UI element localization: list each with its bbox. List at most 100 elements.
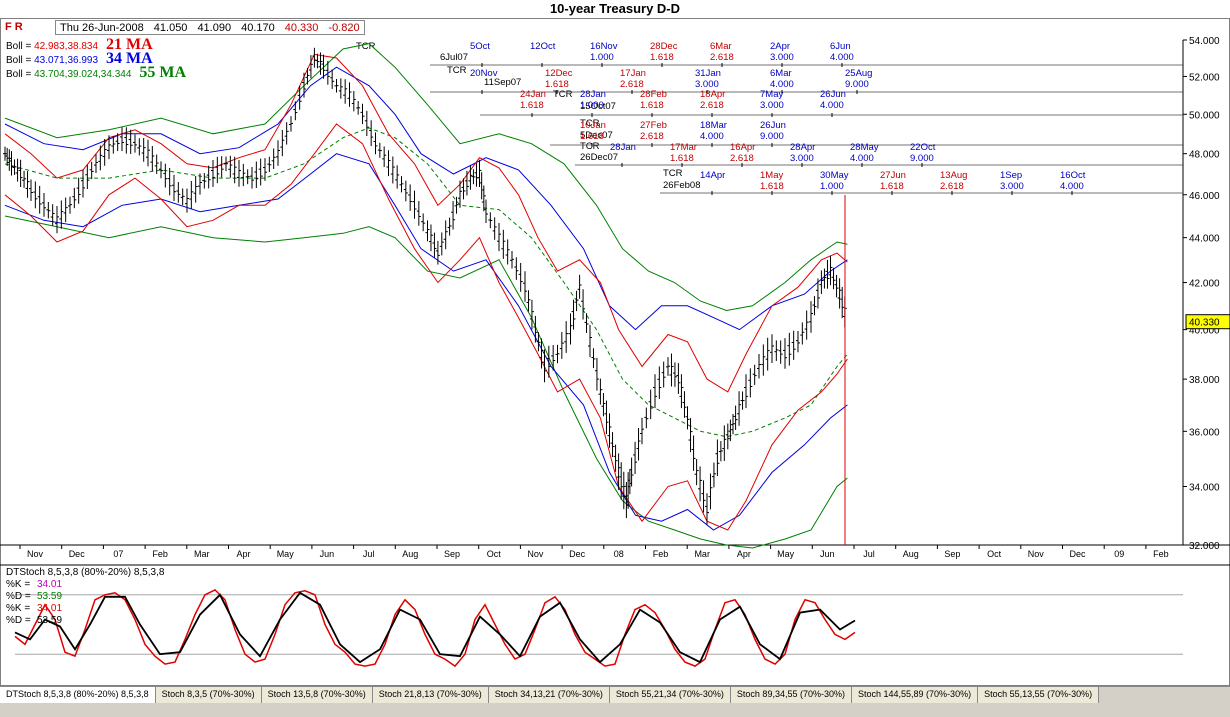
- tcr-projection-value: 1.618: [580, 131, 604, 142]
- tcr-projection-value: 9.000: [910, 153, 934, 164]
- price-tag: 40.330: [1189, 318, 1220, 329]
- stoch-legend-value: 34.01: [37, 579, 62, 590]
- tcr-projection-date: 6Mar: [710, 41, 732, 52]
- tcr-label: TCR: [580, 118, 600, 129]
- tcr-projection-value: 9.000: [760, 131, 784, 142]
- y-tick-label: 44.000: [1189, 234, 1220, 245]
- x-month-label: Sep: [944, 549, 960, 559]
- price-chart[interactable]: TCR6Jul07TCR11Sep07TCR15Oct07TCR5Dec07TC…: [0, 0, 1230, 686]
- indicator-tab[interactable]: DTStoch 8,5,3,8 (80%-20%) 8,5,3,8: [0, 687, 156, 703]
- tcr-label: TCR: [553, 89, 573, 100]
- tcr-projection-date: 28May: [850, 142, 879, 153]
- x-month-label: Dec: [69, 549, 86, 559]
- tcr-projection-value: 2.618: [710, 52, 734, 63]
- x-month-label: Aug: [402, 549, 418, 559]
- legend-row-34: Boll = 43.071,36.993 34 MA: [6, 51, 186, 67]
- tcr-projection-value: 2.618: [640, 131, 664, 142]
- x-month-label: Dec: [1069, 549, 1086, 559]
- legend-row-21: Boll = 42.983,38.834 21 MA: [6, 36, 186, 53]
- tcr-annotations: TCR6Jul07TCR11Sep07TCR15Oct07TCR5Dec07TC…: [356, 41, 1183, 195]
- tcr-label: 26Dec07: [580, 152, 618, 163]
- indicator-tab[interactable]: Stoch 89,34,55 (70%-30%): [730, 687, 852, 703]
- stoch-legend-label: %D =: [6, 591, 31, 602]
- tcr-projection-date: 28Apr: [790, 142, 815, 153]
- chart-title: 10-year Treasury D-D: [549, 1, 681, 16]
- x-month-label: Jul: [363, 549, 375, 559]
- x-month-label: Oct: [487, 549, 502, 559]
- tcr-projection-date: 28Jan: [580, 89, 606, 100]
- tcr-label: 26Feb08: [663, 180, 701, 191]
- stoch-legend-value: 53.59: [37, 591, 62, 602]
- y-tick-label: 42.000: [1189, 279, 1220, 290]
- tcr-projection-date: 10Jan: [580, 120, 606, 131]
- x-month-label: Aug: [903, 549, 919, 559]
- tcr-projection-date: 16Nov: [590, 41, 618, 52]
- tcr-projection-date: 5Oct: [470, 41, 490, 52]
- stoch-legend-label: %D =: [6, 615, 31, 626]
- tcr-label: 5Dec07: [580, 130, 613, 141]
- chart-frame: [0, 18, 1230, 686]
- indicator-tab[interactable]: Stoch 13,5,8 (70%-30%): [261, 687, 373, 703]
- quote-high: 41.090: [197, 22, 232, 34]
- quote-box: Thu 26-Jun-2008 41.050 41.090 40.170 40.…: [55, 20, 365, 35]
- tcr-projection-value: 1.000: [820, 181, 844, 192]
- tcr-label: TCR: [663, 168, 683, 179]
- stoch-legend-label: %K =: [6, 603, 30, 614]
- tcr-projection-date: 28Dec: [650, 41, 678, 52]
- x-month-label: Apr: [737, 549, 751, 559]
- price-tag-box: [1185, 314, 1230, 330]
- indicator-tab[interactable]: Stoch 8,3,5 (70%-30%): [155, 687, 262, 703]
- tcr-projection-value: 1.618: [520, 100, 544, 111]
- tcr-projection-date: 24Jan: [520, 89, 546, 100]
- tcr-projection-value: 1.618: [670, 153, 694, 164]
- quote-low: 40.170: [241, 22, 275, 34]
- indicator-tabs: DTStoch 8,5,3,8 (80%-20%) 8,5,3,8 Stoch 8…: [0, 686, 1230, 703]
- tcr-projection-value: 3.000: [1000, 181, 1024, 192]
- tcr-projection-date: 16Oct: [1060, 170, 1086, 181]
- tcr-projection-date: 17Mar: [670, 142, 697, 153]
- tcr-projection-date: 18Apr: [700, 89, 725, 100]
- tcr-projection-value: 3.000: [770, 52, 794, 63]
- indicator-tab[interactable]: Stoch 55,13,55 (70%-30%): [978, 687, 1100, 703]
- bb34-upper-line: [4, 66, 848, 331]
- stoch-k-line: [14, 588, 856, 668]
- status-strip: [0, 703, 1230, 717]
- y-tick-label: 50.000: [1189, 110, 1220, 121]
- legend-label: Boll =: [6, 69, 35, 80]
- tcr-projection-date: 18Mar: [700, 120, 727, 131]
- tcr-projection-date: 17Jan: [620, 68, 646, 79]
- x-month-label: Feb: [1153, 549, 1169, 559]
- tcr-projection-date: 1Sep: [1000, 170, 1022, 181]
- tcr-projection-date: 1May: [760, 170, 783, 181]
- tcr-label: TCR: [447, 65, 467, 76]
- bb55-upper-line: [4, 43, 848, 312]
- indicator-tab[interactable]: Stoch 21,8,13 (70%-30%): [372, 687, 489, 703]
- stoch-panel: DTStoch 8,5,3,8 (80%-20%) 8,5,3,8%K = 34…: [0, 564, 1230, 668]
- x-month-label: Dec: [569, 549, 586, 559]
- x-month-label: 08: [614, 549, 624, 559]
- tcr-label: 11Sep07: [484, 77, 521, 88]
- indicator-tab[interactable]: Stoch 34,13,21 (70%-30%): [488, 687, 610, 703]
- tcr-projection-date: 27Feb: [640, 120, 667, 131]
- x-month-label: Jun: [820, 549, 835, 559]
- x-month-label: Mar: [194, 549, 210, 559]
- tcr-projection-value: 1.618: [545, 79, 569, 90]
- bb55-lower-line: [4, 215, 848, 549]
- fr-buttons[interactable]: F R: [5, 21, 23, 33]
- tcr-projection-value: 4.000: [1060, 181, 1084, 192]
- tcr-projection-value: 1.618: [760, 181, 784, 192]
- indicator-tab[interactable]: Stoch 144,55,89 (70%-30%): [852, 687, 979, 703]
- tcr-projection-date: 6Jun: [830, 41, 851, 52]
- series-layer: [3, 43, 848, 549]
- y-tick-label: 34.000: [1189, 482, 1220, 493]
- tcr-projection-date: 22Oct: [910, 142, 936, 153]
- indicator-tab[interactable]: Stoch 55,21,34 (70%-30%): [609, 687, 731, 703]
- tcr-projection-value: 1.618: [650, 52, 674, 63]
- legend-ma-21: 21 MA: [106, 36, 153, 53]
- x-month-label: Mar: [694, 549, 710, 559]
- tcr-projection-value: 9.000: [845, 79, 869, 90]
- tcr-projection-value: 4.000: [700, 131, 724, 142]
- legend-label: Boll =: [6, 55, 35, 66]
- tcr-projection-date: 27Jun: [880, 170, 906, 181]
- tcr-projection-value: 2.618: [620, 79, 644, 90]
